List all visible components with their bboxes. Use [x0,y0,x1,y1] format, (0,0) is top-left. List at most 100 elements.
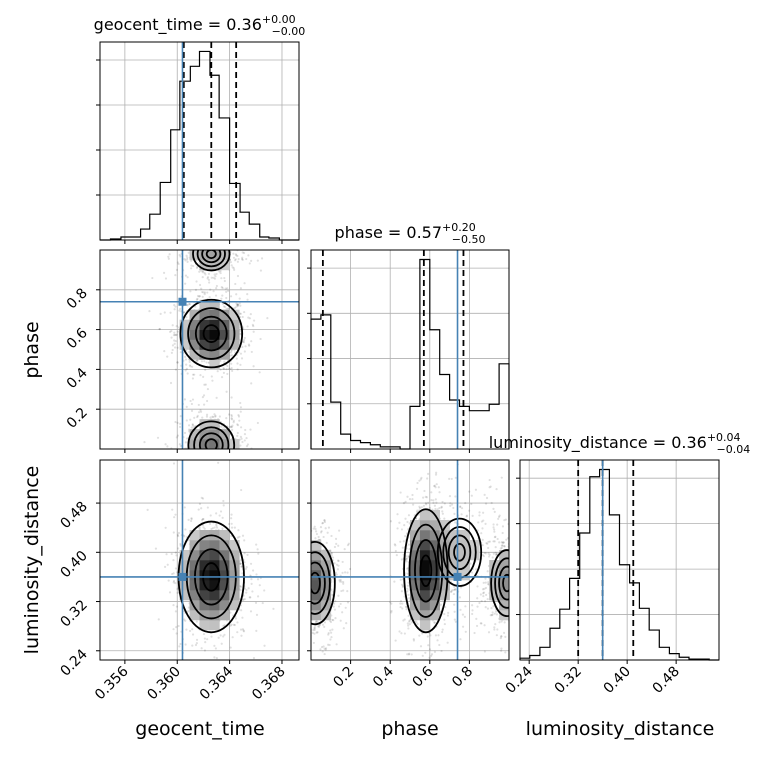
sample-point [297,584,299,586]
sample-point [335,643,338,646]
sample-point [229,295,233,298]
density-cell [199,309,210,320]
sample-point [334,600,337,603]
density-cell [179,329,190,340]
sample-point [432,499,435,502]
sample-point [415,621,418,624]
sample-point [297,607,299,609]
sample-point [532,639,534,641]
sample-point [203,457,205,459]
sample-point [488,478,491,482]
sample-point [344,606,347,609]
sample-point [399,540,402,543]
sample-point [221,286,224,290]
sample-point [185,316,188,319]
sample-point [316,631,319,634]
sample-point [509,559,511,561]
sample-point [465,515,468,518]
sample-point [503,519,506,522]
sample-point [236,260,239,263]
sample-point [249,574,252,577]
sample-point [523,608,525,610]
sample-point [307,586,309,588]
sample-point [255,543,258,546]
sample-point [304,561,306,563]
sample-point [198,452,200,454]
sample-point [292,545,294,547]
sample-point [428,648,432,651]
sample-point [175,325,178,328]
sample-point [289,587,291,589]
density-cell [199,250,210,261]
density-cell [209,419,220,430]
sample-point [250,350,253,354]
sample-point [534,548,536,550]
density-cell [189,560,200,571]
sample-point [309,573,311,575]
title-equals: = [383,223,407,242]
sample-point [240,467,242,469]
sample-point [193,461,195,463]
sample-point [312,641,315,645]
sample-point [337,544,340,547]
sample-point [243,310,246,314]
sample-point [511,588,513,590]
sample-point [220,246,222,248]
sample-point [448,477,451,480]
sample-point [511,562,513,564]
sample-point [184,282,187,285]
sample-point [303,550,305,552]
sample-point [216,475,218,477]
sample-point [224,473,226,475]
contour-line [204,438,218,449]
sample-point [499,637,502,640]
density-cell [209,550,220,561]
sample-point [199,374,202,377]
sample-point [307,512,309,514]
sample-point [230,417,233,420]
sample-point [219,247,221,249]
density-cell [199,329,210,340]
sample-point [202,375,205,378]
sample-point [187,251,190,254]
sample-point [187,609,190,613]
sample-point [501,541,504,544]
sample-point [187,244,189,246]
sample-point [441,500,444,504]
sample-point [327,643,330,646]
sample-point [512,598,514,600]
sample-point [179,243,181,245]
sample-point [348,567,352,571]
density-cell [199,530,210,541]
contour-line [194,315,228,352]
density-cell [199,319,210,330]
density-cell [189,600,200,611]
sample-point [232,237,234,239]
sample-point [239,559,242,562]
sample-point [325,541,328,545]
sample-point [404,517,407,520]
sample-point [226,466,228,468]
sample-point [410,653,413,656]
sample-point [493,536,497,539]
sample-point [230,362,233,365]
sample-point [331,593,334,596]
sample-point [407,614,410,617]
sample-point [154,547,158,550]
sample-point [306,566,308,568]
sample-point [210,375,213,378]
sample-point [484,552,487,555]
sample-point [195,457,197,459]
sample-point [505,538,508,541]
sample-point [230,418,234,421]
sample-point [260,257,264,260]
sample-point [206,233,208,235]
sample-point [205,451,207,453]
sample-point [405,608,408,611]
sample-point [305,535,307,537]
sample-point [335,573,338,576]
sample-point [300,576,302,578]
sample-point [500,635,503,638]
sample-point [233,268,236,272]
sample-point [223,624,226,627]
